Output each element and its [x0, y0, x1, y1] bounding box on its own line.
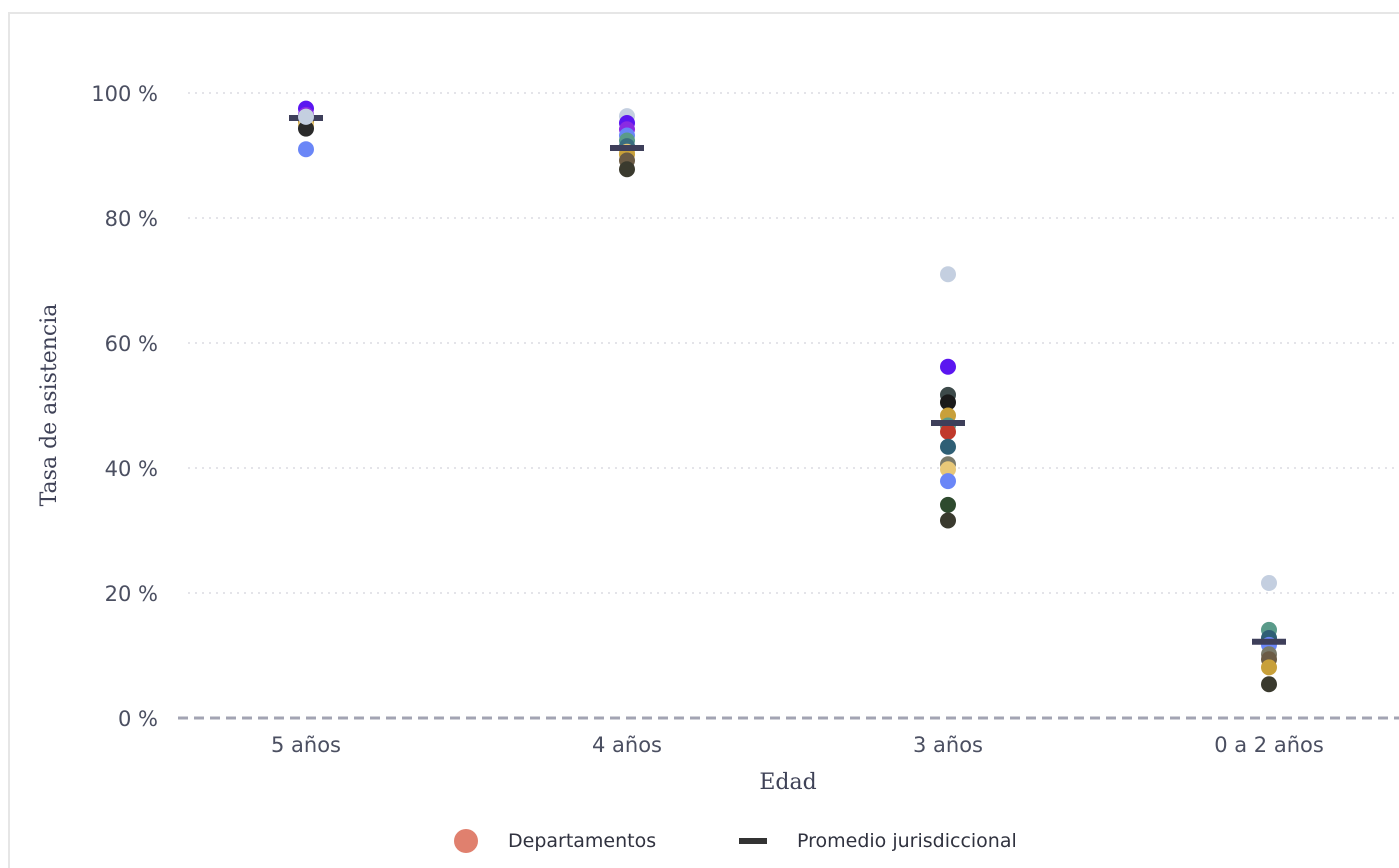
x-tick-label: 5 años: [271, 733, 341, 757]
department-point: [298, 141, 314, 158]
average-markers: [289, 108, 1286, 645]
department-point: [940, 423, 956, 440]
x-tick-label: 3 años: [913, 733, 983, 757]
chart-frame: [8, 12, 1399, 868]
legend-label-promedio: Promedio jurisdiccional: [797, 830, 1017, 852]
y-tick-label: 40 %: [105, 457, 158, 481]
department-point: [940, 461, 956, 478]
y-axis-title: Tasa de asistencia: [37, 304, 62, 507]
x-tick-label: 0 a 2 años: [1214, 733, 1324, 757]
department-point: [940, 473, 956, 490]
y-tick-label: 20 %: [105, 582, 158, 606]
average-marker: [610, 145, 644, 151]
department-point: [298, 120, 314, 137]
department-point: [1261, 659, 1277, 676]
average-marker: [931, 420, 965, 426]
average-marker: [1252, 638, 1286, 645]
x-axis-ticks: 5 años 4 años 3 años 0 a 2 años: [271, 733, 1324, 757]
department-point: [940, 358, 956, 375]
department-point: [940, 394, 956, 411]
legend-swatch-departamentos: [454, 829, 478, 853]
legend-swatch-promedio: [739, 838, 767, 844]
x-axis-title: Edad: [759, 770, 816, 795]
department-point: [298, 108, 314, 125]
y-tick-label: 80 %: [105, 207, 158, 231]
y-axis-ticks: 0 % 20 % 40 % 60 % 80 % 100 %: [91, 82, 158, 731]
department-point: [940, 266, 956, 283]
y-tick-label: 100 %: [91, 82, 158, 106]
gridlines: [178, 92, 1399, 720]
x-tick-label: 4 años: [592, 733, 662, 757]
department-point: [1261, 575, 1277, 591]
legend-item-departamentos[interactable]: Departamentos: [454, 820, 656, 862]
data-points: [298, 100, 1277, 693]
legend-label-departamentos: Departamentos: [508, 830, 657, 852]
y-tick-label: 60 %: [105, 332, 158, 356]
chart: 0 % 20 % 40 % 60 % 80 % 100 % 5 años 4 años 3 a…: [37, 82, 1399, 795]
department-point: [940, 438, 956, 455]
department-point: [1261, 676, 1277, 693]
legend: Departamentos Promedio jurisdiccional: [0, 820, 1399, 862]
department-point: [940, 496, 956, 513]
legend-item-promedio[interactable]: Promedio jurisdiccional: [739, 820, 1017, 862]
department-point: [940, 512, 956, 529]
department-point: [619, 161, 635, 178]
y-tick-label: 0 %: [118, 707, 158, 731]
